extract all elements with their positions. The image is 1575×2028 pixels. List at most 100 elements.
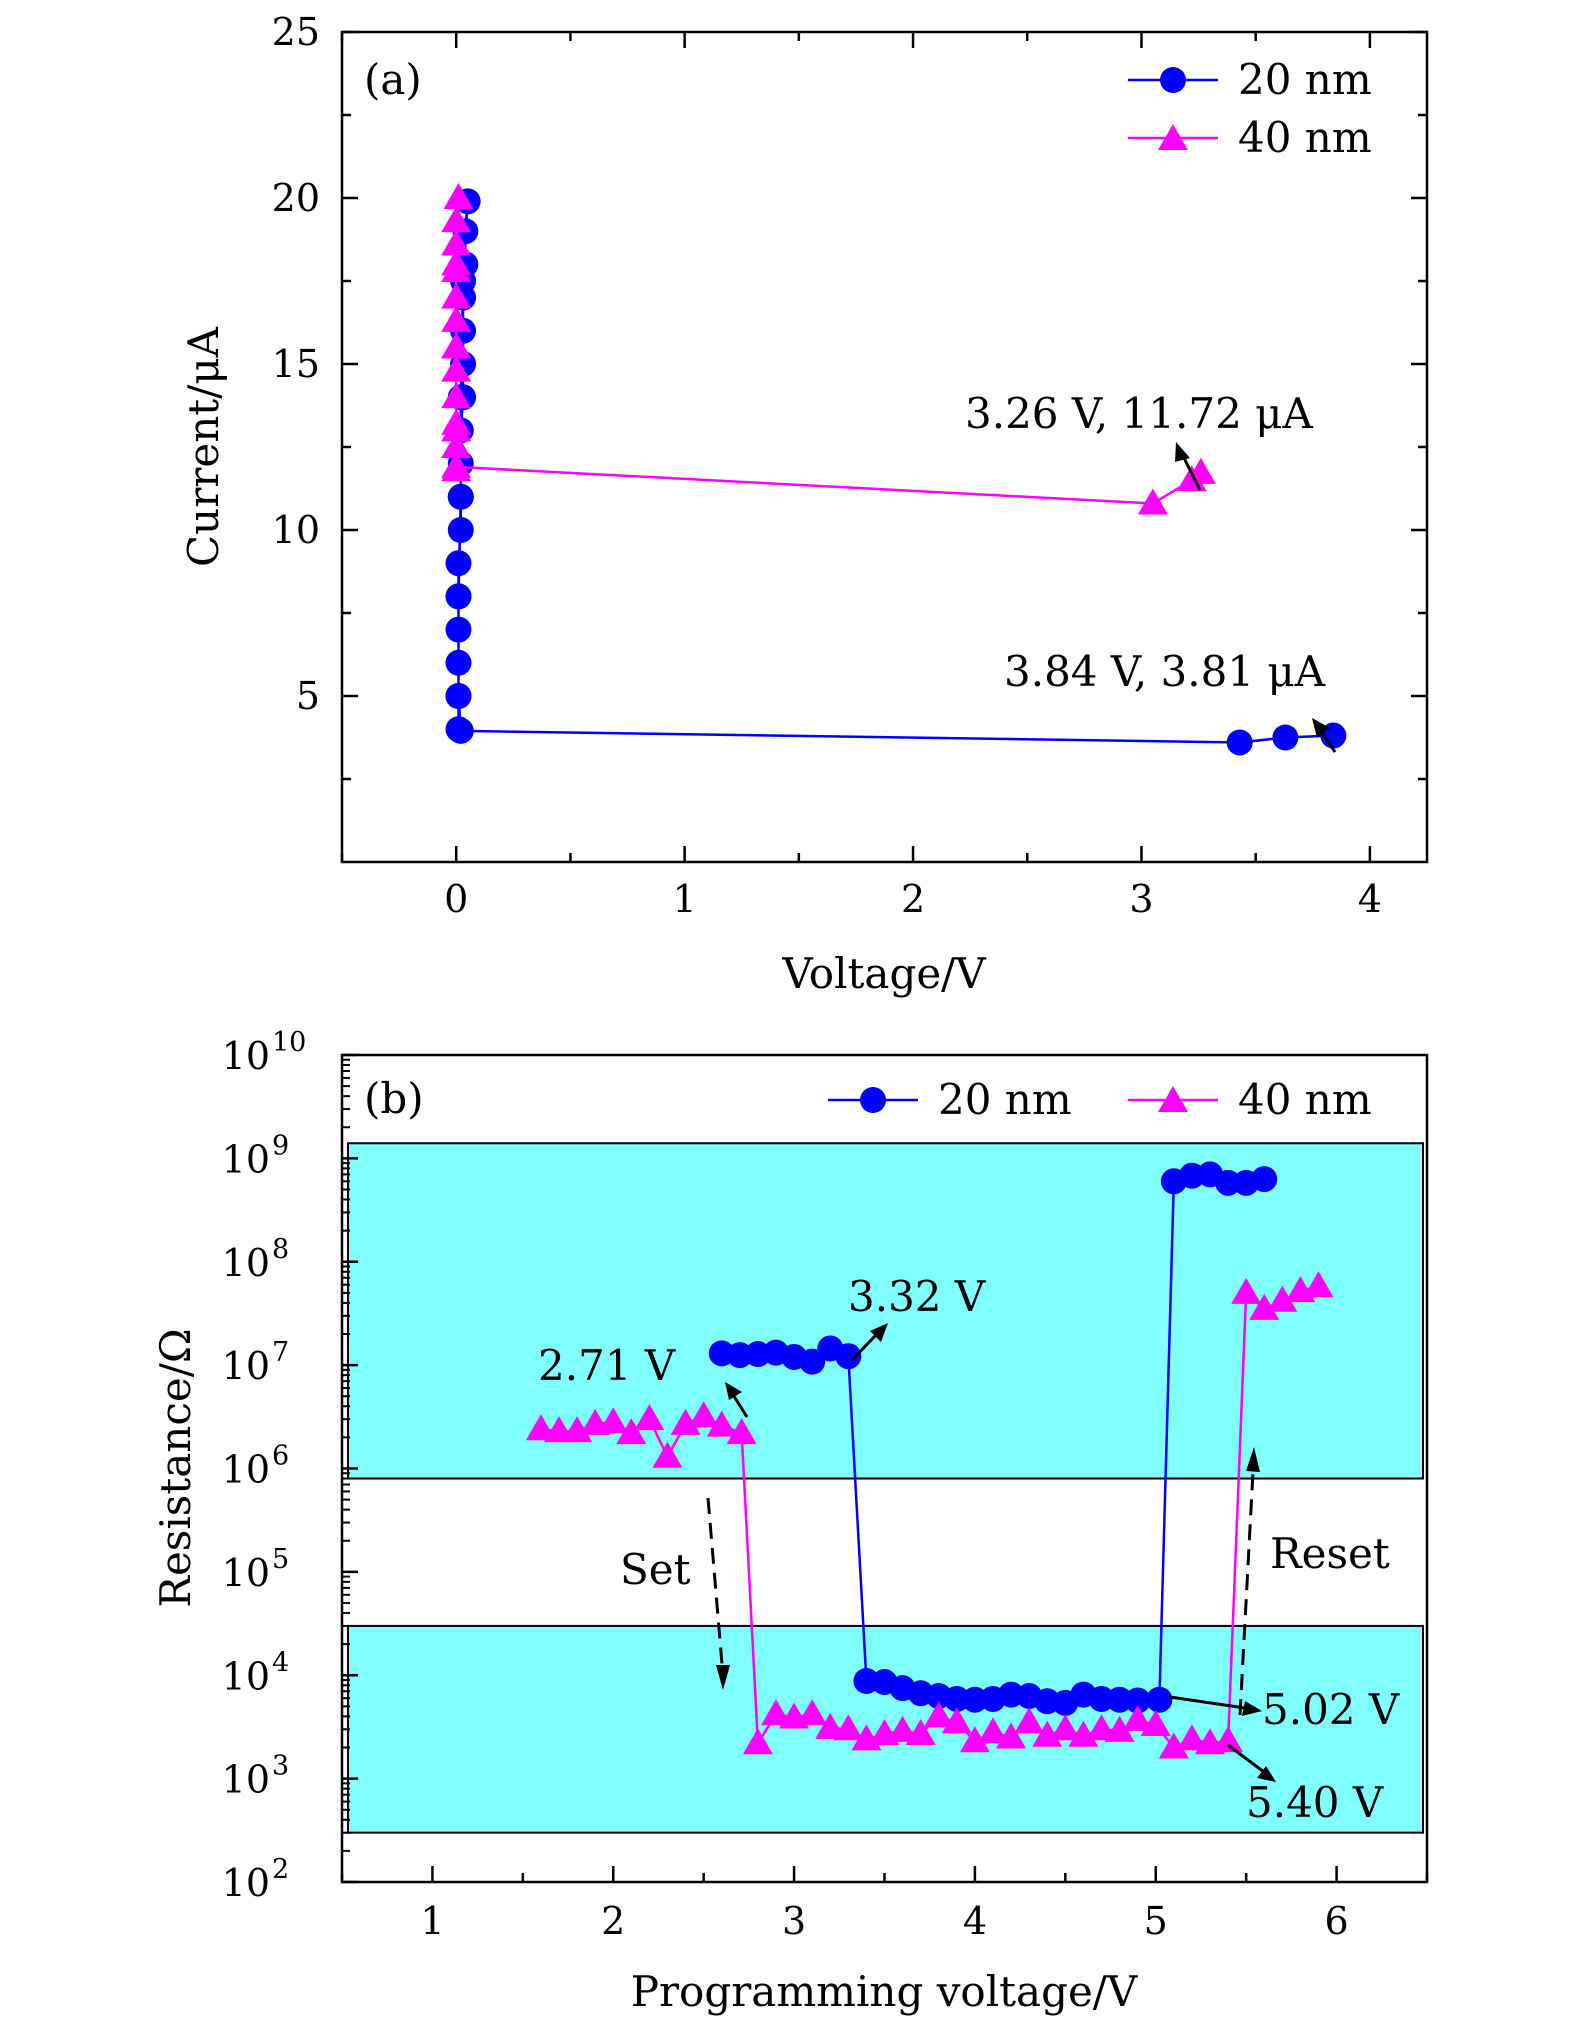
- b-ytick-label: 10: [222, 1241, 270, 1285]
- b-ytick-exponent: 8: [272, 1234, 289, 1265]
- b-point-40nm: [525, 1414, 556, 1441]
- a-ytick-label: 20: [272, 176, 320, 220]
- b-ytick-exponent: 9: [272, 1130, 289, 1161]
- a-point-20nm: [445, 583, 472, 610]
- b-point-40nm: [887, 1715, 918, 1742]
- b-point-40nm: [941, 1707, 972, 1734]
- b-ytick-exponent: 5: [272, 1544, 289, 1575]
- a-point-40nm: [441, 415, 472, 442]
- b-point-40nm: [978, 1717, 1008, 1744]
- b-point-20nm: [1124, 1687, 1151, 1714]
- annotation-2-71v: 2.71 V: [538, 1341, 676, 1390]
- b-xtick-label: 4: [963, 1899, 987, 1943]
- b-ytick-exponent: 10: [272, 1027, 306, 1058]
- annotation-3-26v: 3.26 V, 11.72 μA: [965, 389, 1313, 438]
- b-ytick-label: 10: [222, 1448, 270, 1492]
- b-point-40nm: [1158, 1732, 1189, 1759]
- arrow-3-26v: [1175, 442, 1190, 462]
- annotation-3-32v: 3.32 V: [848, 1272, 986, 1321]
- a-xtick-label: 3: [1129, 877, 1153, 921]
- b-point-40nm: [1213, 1726, 1244, 1753]
- a-point-40nm: [441, 451, 472, 478]
- arrow-2-71v: [725, 1382, 742, 1400]
- arrow-5-40v: [1257, 1766, 1276, 1782]
- a-point-40nm: [441, 206, 472, 233]
- a-point-20nm: [447, 483, 474, 510]
- a-point-40nm: [441, 229, 472, 256]
- a-point-40nm: [441, 382, 472, 409]
- a-point-20nm: [445, 616, 472, 643]
- b-point-40nm: [1050, 1714, 1081, 1741]
- annotation-reset: Reset: [1270, 1529, 1390, 1578]
- a-point-20nm: [447, 717, 474, 744]
- b-point-40nm: [761, 1699, 791, 1726]
- panel-a-ticks: 0 1 2 3 4 5 10 15 20 25: [272, 10, 1427, 921]
- b-shaded-band-1: [347, 1142, 1424, 1480]
- b-xtick-label: 2: [601, 1899, 625, 1943]
- annotation-5-40v: 5.40 V: [1246, 1778, 1384, 1827]
- a-point-40nm: [441, 332, 472, 359]
- b-point-20nm: [799, 1348, 826, 1375]
- a-point-20nm: [1226, 729, 1253, 756]
- panel-b-legend: 20 nm 40 nm: [828, 1075, 1372, 1124]
- b-point-20nm: [1215, 1169, 1242, 1196]
- b-point-40nm: [598, 1407, 629, 1434]
- panel-a-legend: 20 nm 40 nm: [1128, 55, 1372, 162]
- a-ytick-label: 5: [296, 674, 320, 718]
- annotation-set: Set: [620, 1545, 691, 1594]
- b-point-40nm: [652, 1441, 683, 1468]
- b-point-40nm: [1104, 1715, 1135, 1742]
- b-point-40nm: [996, 1722, 1027, 1749]
- b-point-40nm: [1086, 1714, 1117, 1741]
- a-ytick-label: 25: [272, 10, 320, 54]
- a-point-40nm: [441, 282, 472, 309]
- arrow-set: [716, 1665, 730, 1690]
- b-point-40nm: [562, 1416, 593, 1443]
- panel-b-annotations: 2.71 V 3.32 V 5.02 V 5.40 V Set Reset: [538, 1272, 1400, 1827]
- panel-a-legend-20nm: 20 nm: [1238, 55, 1372, 104]
- a-series-line-1: [454, 197, 1202, 505]
- a-xtick-label: 1: [673, 877, 697, 921]
- panel-b-legend-40nm: 40 nm: [1238, 1075, 1372, 1124]
- a-point-20nm: [1272, 724, 1299, 751]
- b-point-20nm: [1146, 1686, 1173, 1713]
- legend-marker-20nm: [1160, 67, 1186, 93]
- panel-b-xlabel: Programming voltage/V: [631, 1967, 1138, 2016]
- b-ytick-exponent: 2: [272, 1854, 289, 1885]
- panel-a-legend-40nm: 40 nm: [1238, 113, 1372, 162]
- arrow-3-32v: [870, 1323, 888, 1342]
- b-point-40nm: [726, 1418, 757, 1445]
- a-point-40nm: [441, 355, 472, 382]
- annotation-3-84v: 3.84 V, 3.81 μA: [1004, 647, 1326, 696]
- a-xtick-label: 2: [901, 877, 925, 921]
- b-ytick-label: 10: [222, 1551, 270, 1595]
- legend-marker-40nm: [1158, 124, 1188, 150]
- b-point-40nm: [616, 1418, 647, 1445]
- b-point-40nm: [797, 1699, 828, 1726]
- a-ytick-label: 10: [272, 508, 320, 552]
- b-point-40nm: [1267, 1285, 1298, 1312]
- b-point-40nm: [634, 1404, 665, 1431]
- b-point-40nm: [923, 1701, 954, 1728]
- b-ytick-exponent: 7: [272, 1337, 289, 1368]
- panel-b-label: (b): [364, 1074, 424, 1123]
- b-point-40nm: [706, 1410, 737, 1437]
- panel-a-xlabel: Voltage/V: [781, 949, 986, 998]
- a-point-20nm: [447, 517, 474, 543]
- b-ytick-label: 10: [222, 1344, 270, 1388]
- panel-b-ylabel: Resistance/Ω: [151, 1328, 200, 1607]
- b-point-20nm: [835, 1343, 862, 1370]
- b-point-40nm: [1176, 1724, 1207, 1751]
- a-ytick-label: 15: [272, 342, 320, 386]
- b-point-40nm: [905, 1719, 936, 1746]
- b-point-40nm: [1249, 1293, 1280, 1320]
- b-point-40nm: [1014, 1707, 1045, 1734]
- b-ytick-label: 10: [222, 1137, 270, 1181]
- arrow-reset: [1246, 1447, 1260, 1472]
- b-point-40nm: [815, 1712, 846, 1739]
- panel-a-label: (a): [364, 55, 422, 104]
